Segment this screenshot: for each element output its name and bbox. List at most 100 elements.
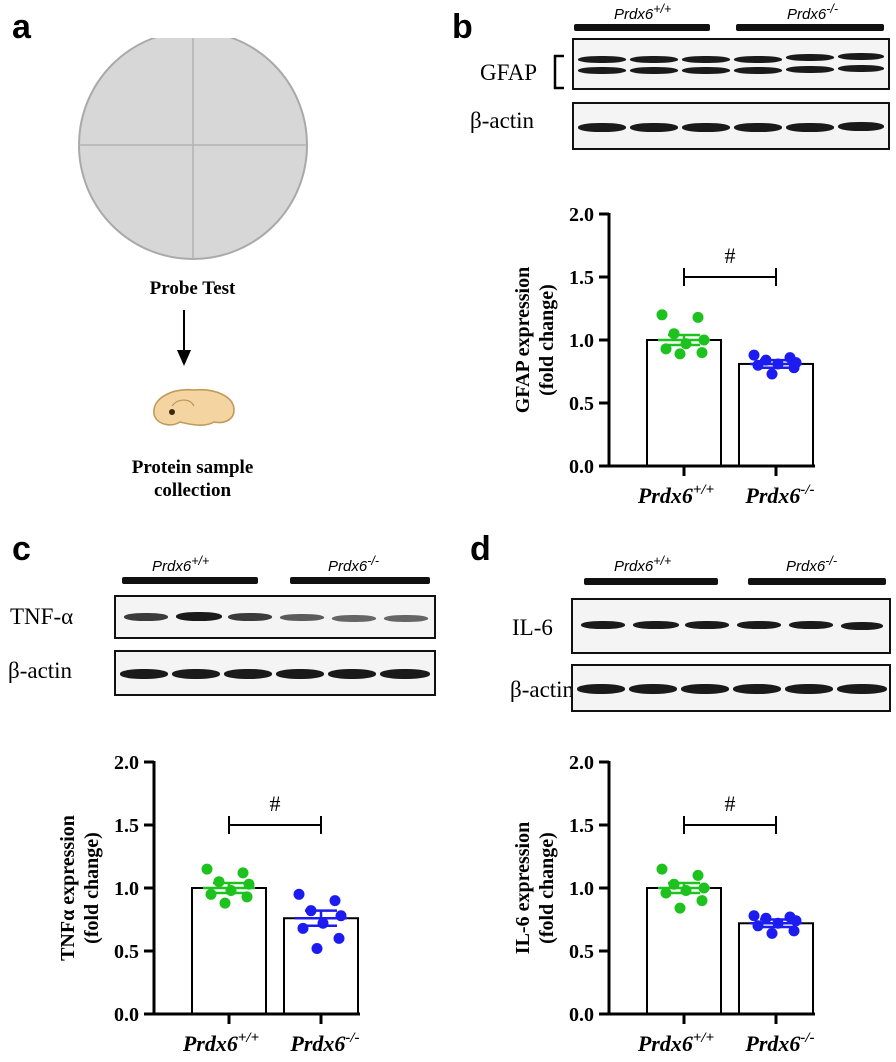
protein-collection-line1: Protein sample <box>131 457 254 478</box>
chart-d-ytick-label: 1.5 <box>569 815 594 837</box>
panel-d-group1-name: Prdx6 <box>614 558 654 575</box>
chart-c-point <box>213 876 225 888</box>
chart-c-ytick-label: 0.5 <box>114 941 139 963</box>
panel-d-row1-label: IL-6 <box>512 615 553 640</box>
chart-c-point <box>293 888 305 900</box>
chart-b-point <box>674 348 686 360</box>
chart-b-ytick-label: 1.0 <box>569 330 594 352</box>
panel-d-letter: d <box>470 530 491 568</box>
chart-c-ytick-label: 1.5 <box>114 815 139 837</box>
chart-d-ylabel-line1: IL-6 expression <box>512 822 534 954</box>
chart-d-ytick-label: 0.5 <box>569 941 594 963</box>
chart-c-category-label: Prdx6+/+ <box>182 1030 259 1056</box>
chart-d-ylabel-line2: (fold change) <box>536 832 558 944</box>
chart-b-point <box>748 349 760 361</box>
panel-b-group1-label: Prdx6+/+ <box>614 2 671 23</box>
chart-b-point <box>656 309 668 321</box>
panel-d-group1-bar <box>584 578 718 585</box>
panel-b-group2-sup: -/- <box>826 2 838 16</box>
chart-b-category-sup: -/- <box>800 482 814 498</box>
chart-b-ytick-label: 0.0 <box>569 456 594 478</box>
down-arrow-icon <box>177 310 191 366</box>
chart-c-point <box>205 888 217 900</box>
panel-b-bracket <box>553 54 564 90</box>
chart-c-ylabel-line2: (fold change) <box>81 832 103 944</box>
chart-d-ylabel: IL-6 expression (fold change) <box>512 822 558 954</box>
chart-d-point <box>680 885 692 897</box>
chart-c-category-name: Prdx6 <box>182 1031 238 1056</box>
panel-a-letter: a <box>12 8 31 46</box>
chart-d-category-sup: +/+ <box>693 1030 714 1046</box>
probe-test-label: Probe Test <box>149 278 236 299</box>
chart-b-point <box>692 311 704 323</box>
chart-d-sig-label: # <box>725 791 736 816</box>
panel-c-group2-sup: -/- <box>367 554 379 568</box>
panel-c-row2-label: β-actin <box>8 658 73 683</box>
chart-c-point <box>333 932 345 944</box>
chart-d-category-name: Prdx6 <box>637 1031 693 1056</box>
chart-b-point <box>766 368 778 380</box>
chart-c-category-label: Prdx6-/- <box>289 1030 359 1056</box>
panel-d-group2-bar <box>748 578 886 585</box>
chart-b-category-sup: +/+ <box>693 482 714 498</box>
chart-d-point <box>692 869 704 881</box>
chart-d-ytick-label: 1.0 <box>569 878 594 900</box>
chart-b-category-label: Prdx6+/+ <box>637 482 714 508</box>
chart-c-point <box>335 910 347 922</box>
panel-d-group2-sup: -/- <box>825 554 837 568</box>
panel-b-blot-actin <box>572 102 890 150</box>
chart-d-point <box>656 863 668 875</box>
panel-d-blot-actin <box>571 664 891 712</box>
chart-c-ytick-label: 2.0 <box>114 752 139 774</box>
chart-b-category-label: Prdx6-/- <box>744 482 814 508</box>
panel-c-blot-tnf <box>114 595 436 639</box>
chart-d-point <box>790 915 802 927</box>
panel-b-chart: 0.0 0.5 1.0 1.5 2.0 GFAP expression (fold chan… <box>512 204 815 508</box>
panel-c-letter: c <box>12 530 31 568</box>
panel-d-row2-label: β-actin <box>510 677 575 702</box>
chart-b-bar <box>646 339 722 467</box>
panel-b-group2-label: Prdx6-/- <box>787 2 838 23</box>
panel-c-group1-sup: +/+ <box>191 554 210 568</box>
chart-d-category-name: Prdx6 <box>744 1031 800 1056</box>
chart-c-point <box>237 867 249 879</box>
panel-c-group2-label: Prdx6-/- <box>328 554 379 575</box>
chart-c-category-sup: +/+ <box>238 1030 259 1046</box>
panel-b-group1-sup: +/+ <box>653 2 672 16</box>
panel-d-group1-sup: +/+ <box>653 554 672 568</box>
panel-c-row1-label: TNF-α <box>10 604 74 629</box>
chart-d-point <box>760 912 772 924</box>
protein-collection-label: Protein sample collection <box>85 456 300 502</box>
panel-c-group1-label: Prdx6+/+ <box>152 554 209 575</box>
chart-c-point <box>201 863 213 875</box>
chart-d-bar <box>738 922 814 1015</box>
panel-c-group1-name: Prdx6 <box>152 558 192 575</box>
chart-d-ytick-label: 2.0 <box>569 752 594 774</box>
protein-collection-line2: collection <box>153 480 232 501</box>
chart-c-category-name: Prdx6 <box>289 1031 345 1056</box>
chart-c-category-sup: -/- <box>345 1030 359 1046</box>
chart-b-category-name: Prdx6 <box>637 483 693 508</box>
panel-d-chart: 0.0 0.5 1.0 1.5 2.0 IL-6 expression (fold chan… <box>512 752 815 1056</box>
chart-b-sig-label: # <box>725 243 736 268</box>
chart-d-point <box>660 887 672 899</box>
chart-c-ylabel: TNFα expression (fold change) <box>57 815 103 961</box>
chart-d-point <box>674 902 686 914</box>
panel-b-row2-label: β-actin <box>470 108 535 133</box>
chart-c-bar <box>283 917 359 1016</box>
panel-d-group2-label: Prdx6-/- <box>786 554 837 575</box>
panel-c-chart: 0.0 0.5 1.0 1.5 2.0 TNFα expression (fold chan… <box>57 752 360 1056</box>
panel-c-group2-bar <box>290 577 430 584</box>
chart-c-point <box>297 922 309 934</box>
panel-b-group1-name: Prdx6 <box>614 6 654 23</box>
chart-c-point <box>311 942 323 954</box>
panel-b-blot-gfap <box>572 38 890 90</box>
panel-b-group2-bar <box>736 24 884 31</box>
chart-b-ylabel: GFAP expression (fold change) <box>512 267 558 413</box>
chart-d-category-sup: -/- <box>800 1030 814 1046</box>
panel-d-blot-il6 <box>571 598 891 654</box>
chart-c-ylabel-line1: TNFα expression <box>57 815 79 961</box>
chart-c-ytick-label: 1.0 <box>114 878 139 900</box>
panel-c-blot-actin <box>114 650 436 696</box>
chart-d-category-label: Prdx6+/+ <box>637 1030 714 1056</box>
